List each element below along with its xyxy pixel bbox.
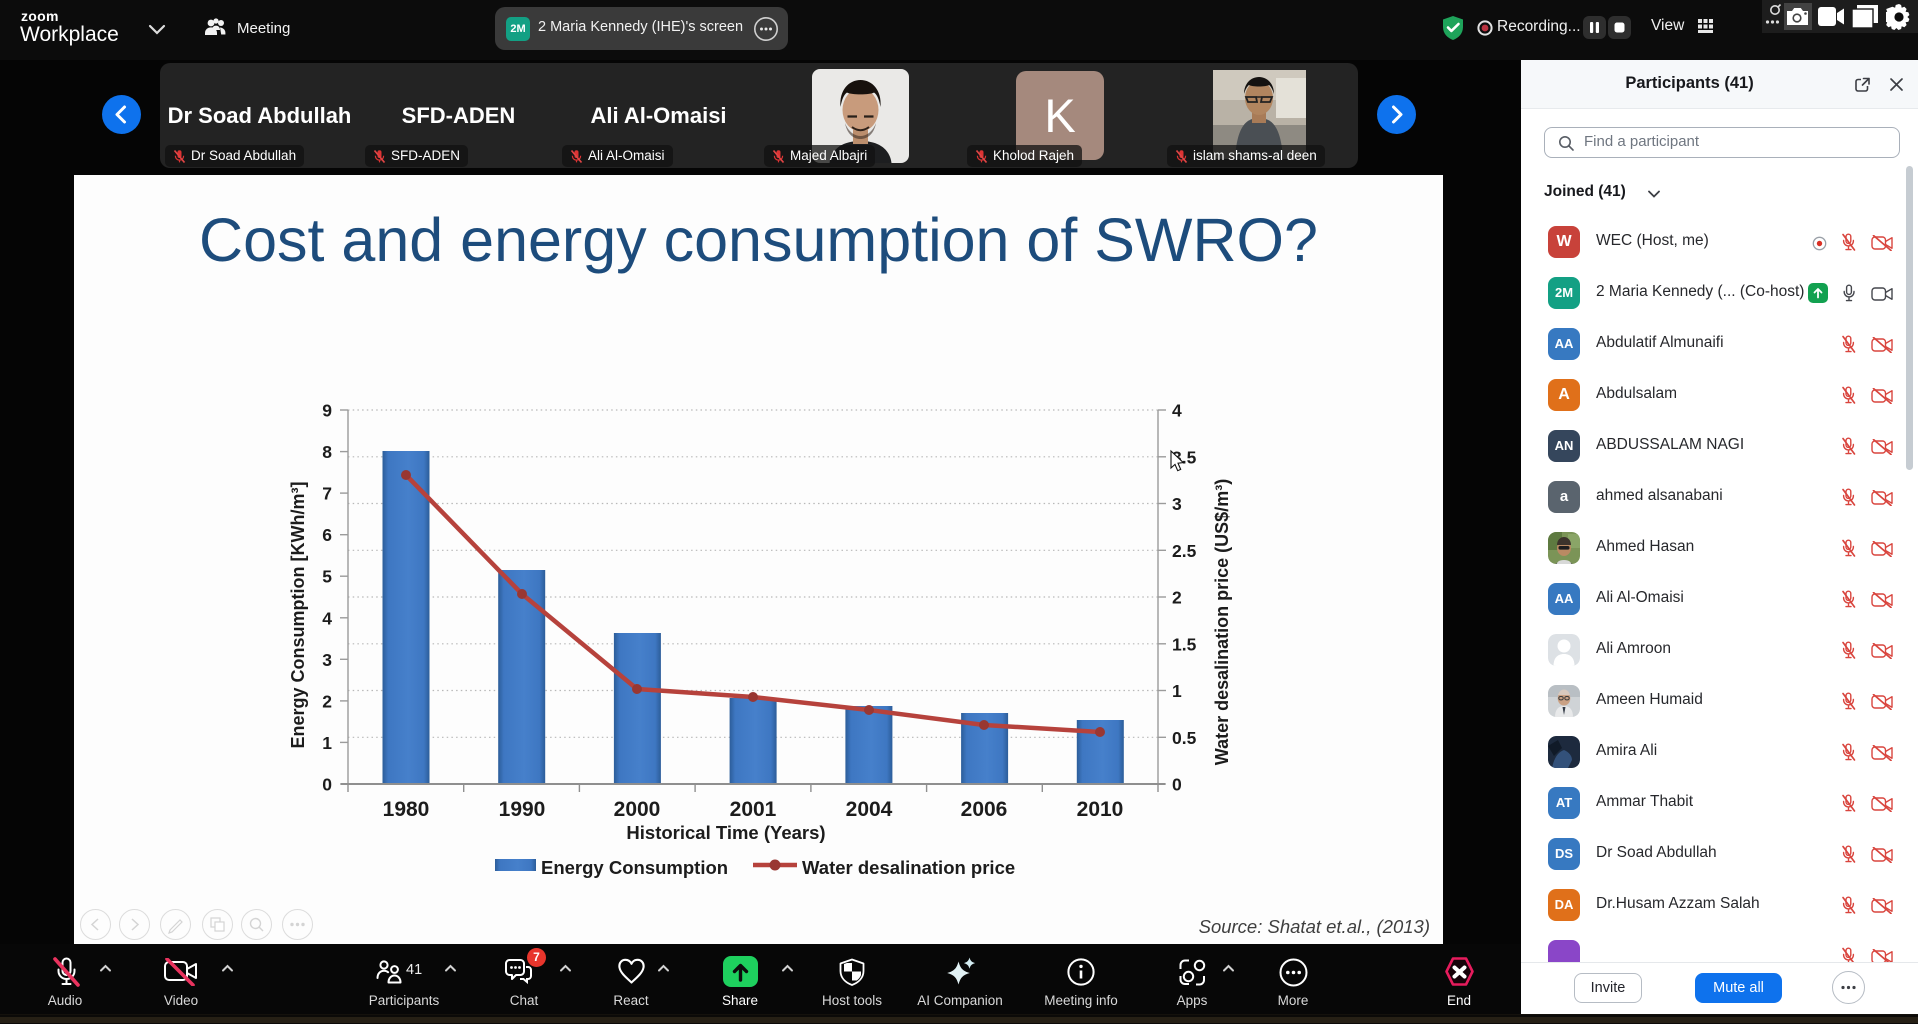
svg-text:Energy Consumption: Energy Consumption <box>541 857 728 878</box>
svg-text:Water desalination price (US$/: Water desalination price (US$/m³) <box>1212 479 1232 765</box>
svg-text:8: 8 <box>322 442 332 462</box>
svg-text:1.5: 1.5 <box>1172 634 1197 654</box>
svg-text:Historical Time (Years): Historical Time (Years) <box>626 822 825 843</box>
svg-text:3: 3 <box>322 650 332 670</box>
svg-text:7: 7 <box>322 484 332 504</box>
svg-text:5: 5 <box>322 567 332 587</box>
svg-text:0: 0 <box>1172 775 1182 795</box>
svg-text:6: 6 <box>322 525 332 545</box>
svg-text:9: 9 <box>322 401 332 421</box>
svg-text:1: 1 <box>322 733 332 753</box>
svg-text:2000: 2000 <box>614 798 661 821</box>
svg-text:Energy Consumption [KWh/m³]: Energy Consumption [KWh/m³] <box>288 482 308 749</box>
svg-text:1980: 1980 <box>383 798 430 821</box>
svg-text:2001: 2001 <box>730 798 777 821</box>
svg-text:2010: 2010 <box>1077 798 1124 821</box>
svg-text:0.5: 0.5 <box>1172 728 1197 748</box>
svg-text:1: 1 <box>1172 681 1182 701</box>
svg-text:2004: 2004 <box>846 798 893 821</box>
svg-text:Water desalination price: Water desalination price <box>802 857 1015 878</box>
svg-text:4: 4 <box>1172 401 1182 421</box>
svg-text:2: 2 <box>322 691 332 711</box>
svg-text:1990: 1990 <box>499 798 546 821</box>
svg-text:4: 4 <box>322 608 332 628</box>
svg-text:2: 2 <box>1172 588 1182 608</box>
svg-text:2006: 2006 <box>961 798 1008 821</box>
svg-text:3: 3 <box>1172 494 1182 514</box>
svg-text:2.5: 2.5 <box>1172 541 1197 561</box>
svg-text:0: 0 <box>322 775 332 795</box>
